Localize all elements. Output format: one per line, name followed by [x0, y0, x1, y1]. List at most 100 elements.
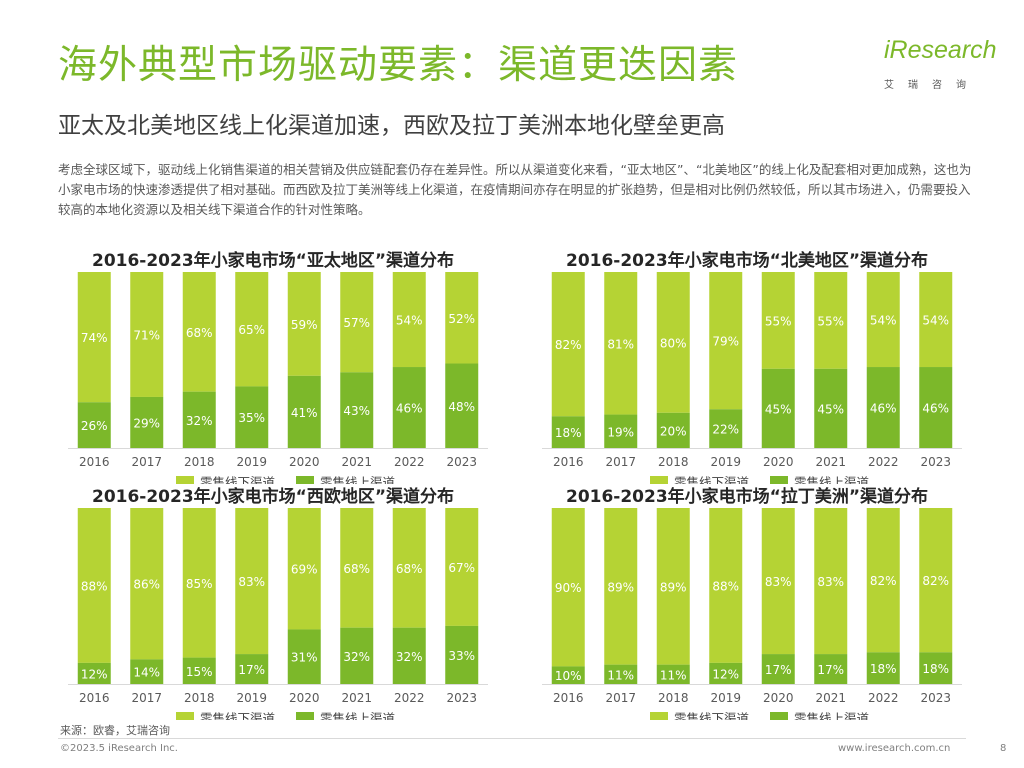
- bar-online: [445, 363, 479, 448]
- bar-online: [761, 654, 795, 684]
- chart-latin-america: 2016-2023年小家电市场“拉丁美洲”渠道分布 90% 10% 2016 89% 1…: [532, 482, 962, 720]
- bar-offline: [761, 508, 795, 655]
- data-label-offline: 81%: [607, 337, 634, 351]
- bar-online: [287, 629, 321, 684]
- bar-online: [604, 664, 638, 684]
- data-label-offline: 89%: [660, 580, 687, 594]
- bar-offline: [919, 508, 953, 653]
- chart-north-america: 2016-2023年小家电市场“北美地区”渠道分布 82% 18% 2016 81% 1…: [532, 246, 962, 484]
- bar-offline: [551, 272, 585, 417]
- bar-online: [709, 662, 743, 684]
- bar-online: [287, 375, 321, 448]
- x-tick-label: 2017: [131, 455, 162, 469]
- copyright-text: ©2023.5 iResearch Inc.: [60, 743, 178, 754]
- bar-online: [866, 652, 900, 684]
- data-label-online: 10%: [555, 669, 582, 683]
- data-label-offline: 83%: [817, 575, 844, 589]
- data-label-online: 35%: [238, 411, 265, 425]
- data-label-online: 46%: [396, 402, 423, 416]
- bar-online: [340, 372, 374, 448]
- x-tick-label: 2017: [131, 691, 162, 705]
- page-subtitle: 亚太及北美地区线上化渠道加速，西欧及拉丁美洲本地化壁垒更高: [58, 113, 725, 139]
- chart-svg: 90% 10% 2016 89% 11% 2017 89% 11% 2018 88% 12% 2019…: [542, 508, 962, 720]
- bar-online: [130, 396, 164, 448]
- website-link[interactable]: www.iresearch.com.cn: [838, 743, 951, 754]
- bar-offline: [392, 508, 426, 628]
- bar-offline: [604, 272, 638, 415]
- data-label-online: 18%: [870, 662, 897, 676]
- data-label-online: 19%: [607, 425, 634, 439]
- bar-offline: [235, 508, 269, 655]
- data-label-offline: 82%: [870, 574, 897, 588]
- bar-offline: [604, 508, 638, 665]
- x-tick-label: 2023: [446, 691, 477, 705]
- data-label-offline: 89%: [607, 580, 634, 594]
- bar-offline: [445, 272, 479, 364]
- description-text: 考虑全球区域下，驱动线上化销售渠道的相关营销及供应链配套仍存在差异性。所以从渠道…: [58, 162, 972, 217]
- legend-label-online: 零售线上渠道: [794, 711, 870, 720]
- data-label-online: 11%: [660, 668, 687, 682]
- x-tick-label: 2016: [79, 691, 110, 705]
- x-tick-label: 2021: [341, 455, 372, 469]
- bar-online: [551, 416, 585, 448]
- x-tick-label: 2018: [184, 691, 215, 705]
- legend-swatch-offline: [176, 476, 194, 484]
- legend-swatch-online: [296, 712, 314, 720]
- bar-online: [130, 659, 164, 684]
- data-label-online: 43%: [343, 404, 370, 418]
- data-label-offline: 54%: [870, 314, 897, 328]
- legend-swatch-online: [770, 712, 788, 720]
- bar-offline: [551, 508, 585, 667]
- data-label-offline: 65%: [238, 323, 265, 337]
- x-tick-label: 2023: [920, 455, 951, 469]
- bar-offline: [656, 508, 690, 665]
- bar-offline: [287, 272, 321, 376]
- data-label-online: 32%: [343, 650, 370, 664]
- x-tick-label: 2016: [553, 691, 584, 705]
- bar-offline: [340, 272, 374, 373]
- logo-wordmark: iResearch: [884, 36, 997, 64]
- x-tick-label: 2021: [815, 455, 846, 469]
- data-label-online: 26%: [81, 419, 108, 433]
- x-tick-label: 2022: [394, 691, 425, 705]
- legend-label-offline: 零售线下渠道: [674, 475, 750, 484]
- x-tick-label: 2018: [184, 455, 215, 469]
- x-tick-label: 2021: [815, 691, 846, 705]
- legend-label-online: 零售线上渠道: [320, 475, 396, 484]
- chart-title: 2016-2023年小家电市场“亚太地区”渠道分布: [91, 251, 455, 271]
- bar-offline: [130, 272, 164, 397]
- x-tick-label: 2023: [446, 455, 477, 469]
- data-label-offline: 69%: [291, 563, 318, 577]
- legend-swatch-offline: [176, 712, 194, 720]
- bar-offline: [392, 272, 426, 368]
- legend-swatch-online: [296, 476, 314, 484]
- bar-offline: [130, 508, 164, 660]
- x-tick-label: 2018: [658, 455, 689, 469]
- x-tick-label: 2020: [763, 691, 794, 705]
- x-tick-label: 2022: [868, 691, 899, 705]
- bar-online: [656, 664, 690, 684]
- bar-offline: [182, 508, 216, 658]
- x-tick-label: 2020: [289, 455, 320, 469]
- bar-online: [761, 368, 795, 448]
- x-tick-label: 2017: [605, 455, 636, 469]
- data-label-offline: 55%: [765, 314, 792, 328]
- bar-offline: [77, 272, 111, 403]
- data-label-online: 29%: [133, 416, 160, 430]
- bar-offline: [761, 272, 795, 369]
- bar-online: [656, 412, 690, 448]
- legend-label-online: 零售线上渠道: [794, 475, 870, 484]
- data-label-online: 20%: [660, 424, 687, 438]
- chart-svg: 82% 18% 2016 81% 19% 2017 80% 20% 2018 79% 22% 2019…: [542, 272, 962, 484]
- data-label-online: 18%: [555, 426, 582, 440]
- legend-swatch-offline: [650, 476, 668, 484]
- page-title: 海外典型市场驱动要素：渠道更迭因素: [58, 43, 739, 88]
- data-label-offline: 71%: [133, 328, 160, 342]
- bar-online: [709, 409, 743, 448]
- data-label-online: 18%: [922, 662, 949, 676]
- source-note: 来源：欧睿，艾瑞咨询: [60, 724, 170, 737]
- data-label-online: 32%: [186, 414, 213, 428]
- logo-cn-text: 艾瑞咨询: [884, 80, 980, 91]
- data-label-offline: 68%: [343, 562, 370, 576]
- bar-online: [235, 654, 269, 684]
